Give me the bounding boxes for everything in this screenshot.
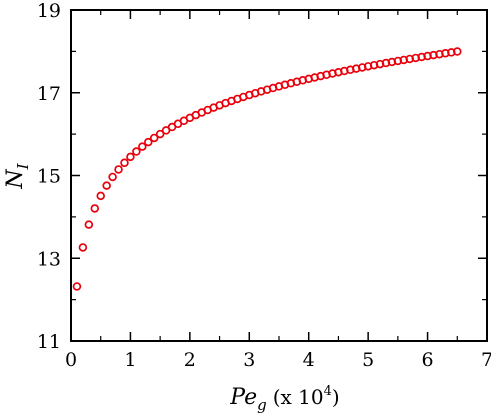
data-point bbox=[144, 137, 153, 147]
data-point bbox=[102, 181, 111, 190]
data-point bbox=[90, 204, 100, 213]
data-point bbox=[96, 191, 105, 201]
y-tick-label: 17 bbox=[37, 83, 61, 105]
x-tick-label: 6 bbox=[422, 349, 434, 371]
y-axis-label-sub: I bbox=[14, 162, 32, 170]
x-axis-label-main: Pe bbox=[229, 385, 257, 410]
data-point bbox=[78, 243, 88, 252]
x-tick-label: 0 bbox=[65, 349, 77, 371]
x-axis-label-unit-exp: 4 bbox=[324, 384, 332, 399]
y-tick-label: 15 bbox=[37, 166, 61, 188]
x-axis-label-sub: g bbox=[257, 396, 267, 414]
y-axis-label: NI bbox=[3, 162, 32, 189]
data-point bbox=[72, 282, 82, 291]
data-point bbox=[155, 129, 165, 139]
data-points bbox=[72, 47, 462, 291]
x-tick-label: 2 bbox=[184, 349, 196, 371]
y-tick-label: 19 bbox=[37, 0, 61, 22]
data-point bbox=[161, 126, 171, 135]
data-point bbox=[114, 165, 123, 174]
x-axis-label: Peg (x 104) bbox=[229, 384, 339, 414]
x-axis-label-unit-prefix: (x 10 bbox=[273, 385, 324, 409]
y-tick-label: 11 bbox=[37, 331, 61, 353]
x-tick-label: 5 bbox=[362, 349, 374, 371]
x-tick-label: 1 bbox=[124, 349, 136, 371]
x-tick-label: 7 bbox=[481, 349, 491, 371]
y-axis-label-main: N bbox=[3, 169, 28, 190]
data-point bbox=[132, 147, 141, 156]
data-point bbox=[84, 220, 94, 229]
data-point bbox=[120, 158, 129, 168]
data-point bbox=[149, 133, 159, 143]
x-tick-label: 4 bbox=[303, 349, 315, 371]
x-tick-labels: 0 1 2 3 4 5 6 7 bbox=[65, 349, 491, 371]
x-tick-label: 3 bbox=[243, 349, 255, 371]
data-point bbox=[453, 47, 462, 56]
y-tick-labels: 11 13 15 17 19 bbox=[37, 0, 61, 353]
data-point bbox=[138, 142, 147, 151]
data-point bbox=[108, 172, 117, 182]
plot-frame bbox=[70, 9, 488, 342]
x-axis-label-unit-suffix: ) bbox=[332, 385, 340, 409]
data-point bbox=[126, 152, 135, 162]
y-tick-label: 13 bbox=[37, 248, 61, 270]
